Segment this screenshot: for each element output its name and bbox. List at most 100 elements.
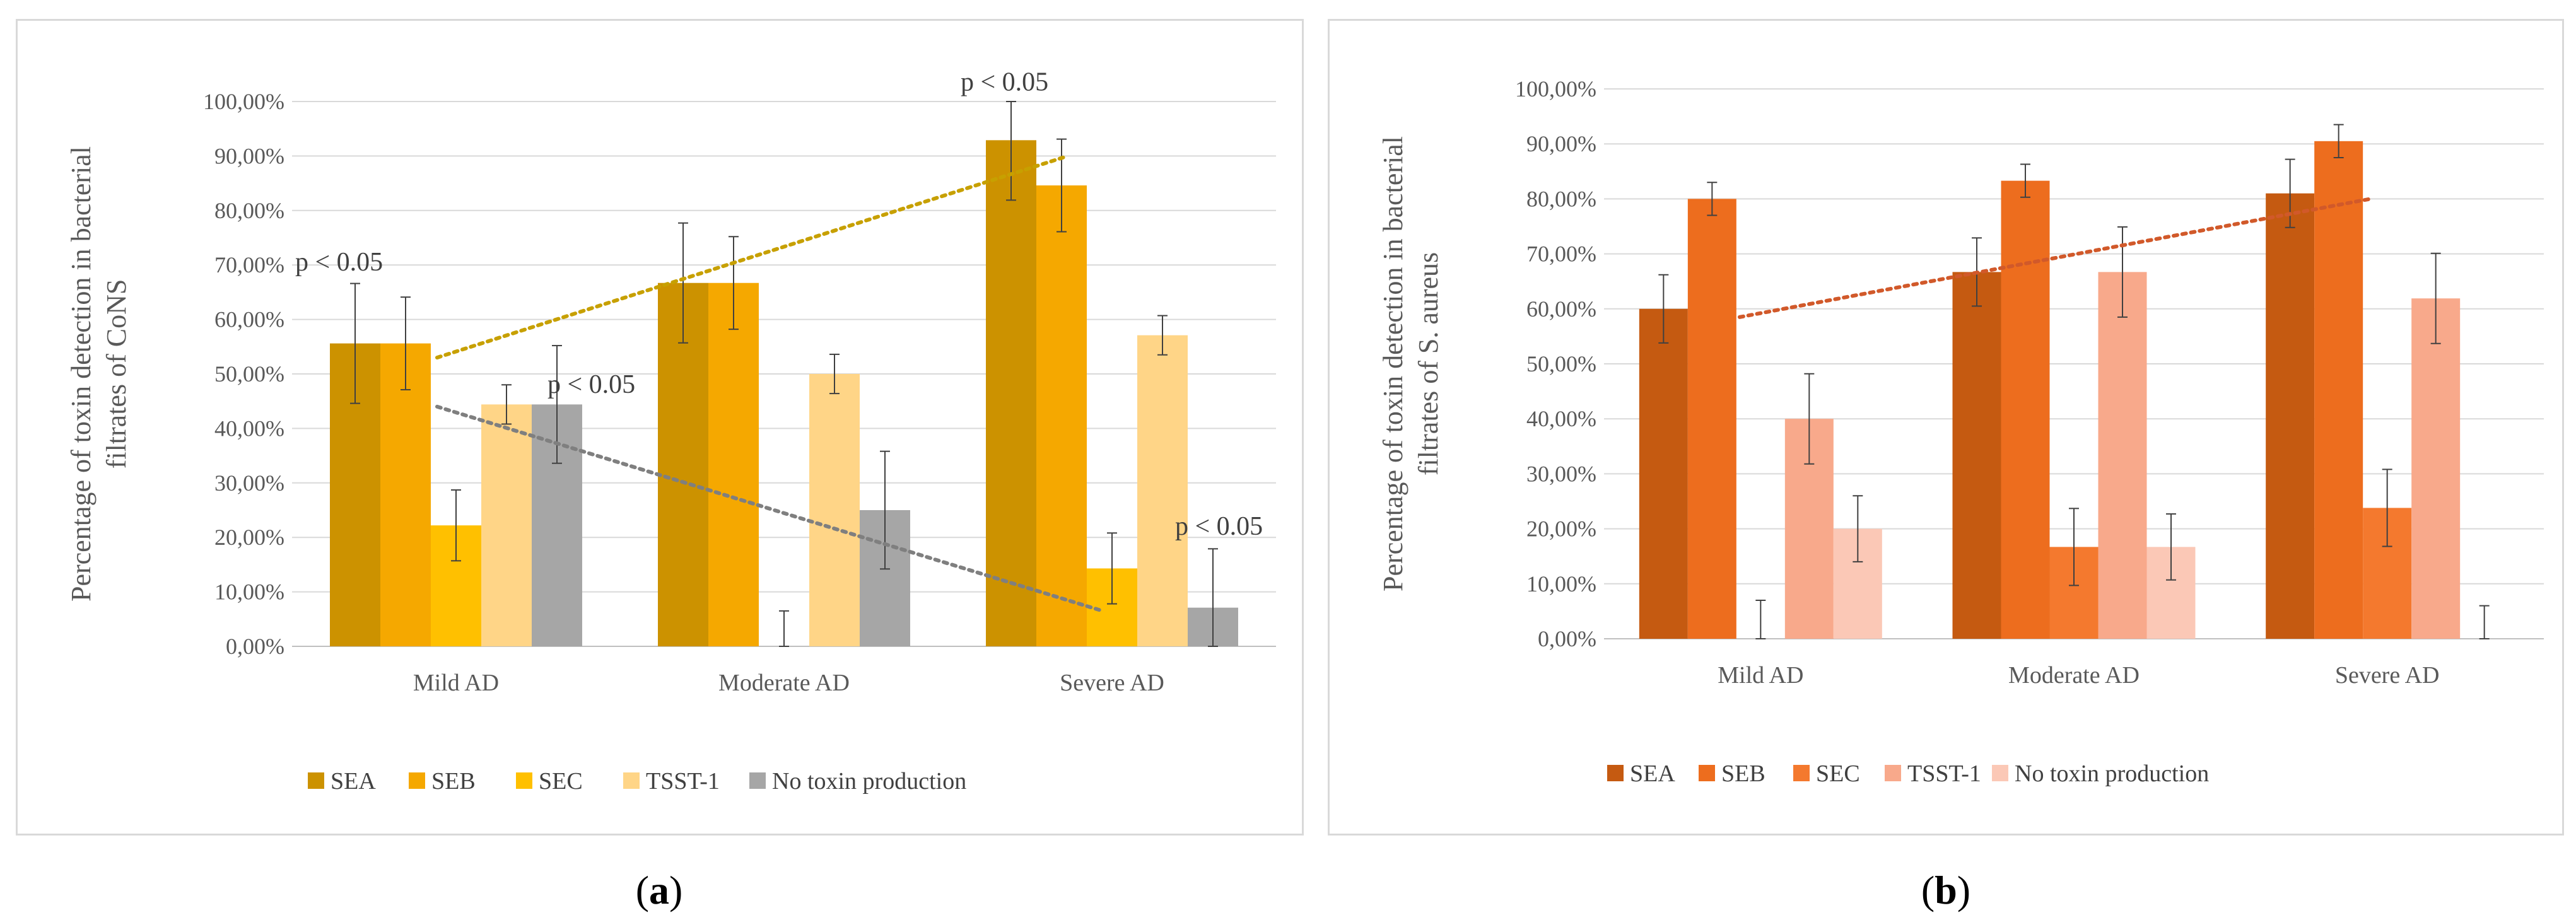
bar-sea <box>986 140 1036 646</box>
legend-label: SEB <box>1721 760 1765 787</box>
error-bar <box>451 489 461 562</box>
y-axis-label-line1: Percentage of toxin detection in bacteri… <box>66 146 97 602</box>
y-tick-label: 10,00% <box>214 579 284 605</box>
bar-sea <box>1639 308 1688 639</box>
error-bar <box>2166 513 2176 581</box>
legend-item: No toxin production <box>1992 760 2209 787</box>
error-bar <box>1006 101 1016 201</box>
legend-item: SEA <box>1607 760 1675 787</box>
y-tick-label: 20,00% <box>214 525 284 550</box>
legend-item: SEC <box>1793 760 1860 787</box>
y-tick-label: 0,00% <box>1538 626 1596 651</box>
y-tick-label: 60,00% <box>1526 296 1596 322</box>
legend-swatch <box>749 772 766 789</box>
legend-label: No toxin production <box>2015 760 2209 787</box>
y-tick-label: 60,00% <box>214 307 284 332</box>
error-bar <box>350 282 360 404</box>
legend-item: SEB <box>409 768 476 795</box>
bar-sea <box>658 282 708 646</box>
legend-label: No toxin production <box>772 768 966 795</box>
error-bar <box>401 296 411 391</box>
bar-tsst-1 <box>481 404 532 646</box>
y-axis-label: Percentage of toxin detection in bacteri… <box>66 146 132 602</box>
legend-swatch <box>308 772 324 789</box>
legend-swatch <box>516 772 532 789</box>
x-tick-label: Moderate AD <box>718 670 850 696</box>
x-tick-label: Severe AD <box>1060 670 1164 696</box>
bar-sea <box>1952 272 2001 639</box>
y-tick-label: 20,00% <box>1526 516 1596 542</box>
y-axis-label-line1: Percentage of toxin detection in bacteri… <box>1378 136 1408 591</box>
error-bar <box>1804 373 1815 465</box>
legend-swatch <box>1607 765 1624 781</box>
legend-swatch <box>409 772 425 789</box>
trendline-sea <box>435 154 1070 360</box>
p-value-annotation: p < 0.05 <box>547 370 635 399</box>
x-tick-label: Severe AD <box>2335 662 2440 689</box>
y-tick-label: 90,00% <box>1526 131 1596 156</box>
bar-tsst-1 <box>1137 335 1188 646</box>
error-bar <box>2382 469 2392 547</box>
x-tick-label: Mild AD <box>413 670 499 696</box>
y-axis-label-line2: filtrates of CoNS <box>101 279 132 469</box>
bar-seb <box>2314 141 2363 639</box>
legend-swatch <box>1885 765 1901 781</box>
legend-label: SEC <box>539 768 583 795</box>
caption-b: (b) <box>1921 868 1971 912</box>
legend-label: SEA <box>1630 760 1675 787</box>
legend-label: TSST-1 <box>646 768 720 795</box>
bar-seb <box>1687 199 1736 639</box>
y-tick-label: 0,00% <box>226 634 284 659</box>
error-bar <box>2020 163 2030 198</box>
legend-item: TSST-1 <box>623 768 720 795</box>
error-bar <box>2333 124 2344 158</box>
error-bar <box>1157 315 1168 356</box>
error-bar <box>1107 532 1117 605</box>
y-axis-label-line2: filtrates of S. aureus <box>1413 252 1444 475</box>
trendline-sea <box>1738 197 2372 319</box>
y-tick-label: 80,00% <box>1526 186 1596 211</box>
error-bar <box>779 610 789 647</box>
legend-swatch <box>1992 765 2008 781</box>
error-bar <box>678 222 688 344</box>
bar-seb <box>708 282 759 646</box>
error-bar <box>1755 599 1766 639</box>
legend-label: SEA <box>331 768 376 795</box>
x-tick-label: Mild AD <box>1718 662 1803 689</box>
y-tick-label: 70,00% <box>214 252 284 277</box>
y-tick-label: 70,00% <box>1526 242 1596 267</box>
legend-item: TSST-1 <box>1885 760 1981 787</box>
error-bar <box>1057 138 1067 233</box>
legend-swatch <box>1793 765 1810 781</box>
error-bar <box>2479 605 2490 639</box>
legend-label: SEC <box>1816 760 1860 787</box>
p-value-annotation: p < 0.05 <box>295 248 383 277</box>
legend-item: SEC <box>516 768 583 795</box>
y-tick-label: 40,00% <box>214 416 284 441</box>
error-bar <box>2285 158 2295 228</box>
trendline-no-toxin-production <box>435 404 1104 613</box>
error-bar <box>1707 182 1718 216</box>
p-value-annotation: p < 0.05 <box>1175 512 1263 541</box>
y-tick-label: 40,00% <box>1526 406 1596 431</box>
chart-b-svg: 0,00% 10,00% 20,00% 30,00% 40,00% 50,00% 60,00… <box>1378 76 2544 787</box>
legend-item: SEA <box>308 768 376 795</box>
legend-item: No toxin production <box>749 768 966 795</box>
error-bar <box>1208 548 1218 647</box>
y-tick-label: 30,00% <box>1526 461 1596 486</box>
bar-seb <box>380 343 431 646</box>
error-bar <box>2430 252 2441 344</box>
error-bar <box>1853 495 1863 562</box>
bar-sea <box>2266 193 2315 639</box>
y-tick-label: 50,00% <box>1526 351 1596 376</box>
y-axis-label: Percentage of toxin detection in bacteri… <box>1378 136 1444 591</box>
legend-swatch <box>623 772 640 789</box>
y-tick-label: 50,00% <box>214 361 284 387</box>
bar-tsst-1 <box>2098 272 2147 639</box>
error-bar <box>1658 274 1669 344</box>
y-tick-label: 100,00% <box>1515 76 1596 102</box>
legend-item: SEB <box>1699 760 1765 787</box>
y-tick-label: 30,00% <box>214 470 284 496</box>
p-value-annotation: p < 0.05 <box>961 68 1048 97</box>
chart-panel-a: 0,00% 10,00% 20,00% 30,00% 40,00% 50,00% 60,00… <box>16 19 1304 836</box>
